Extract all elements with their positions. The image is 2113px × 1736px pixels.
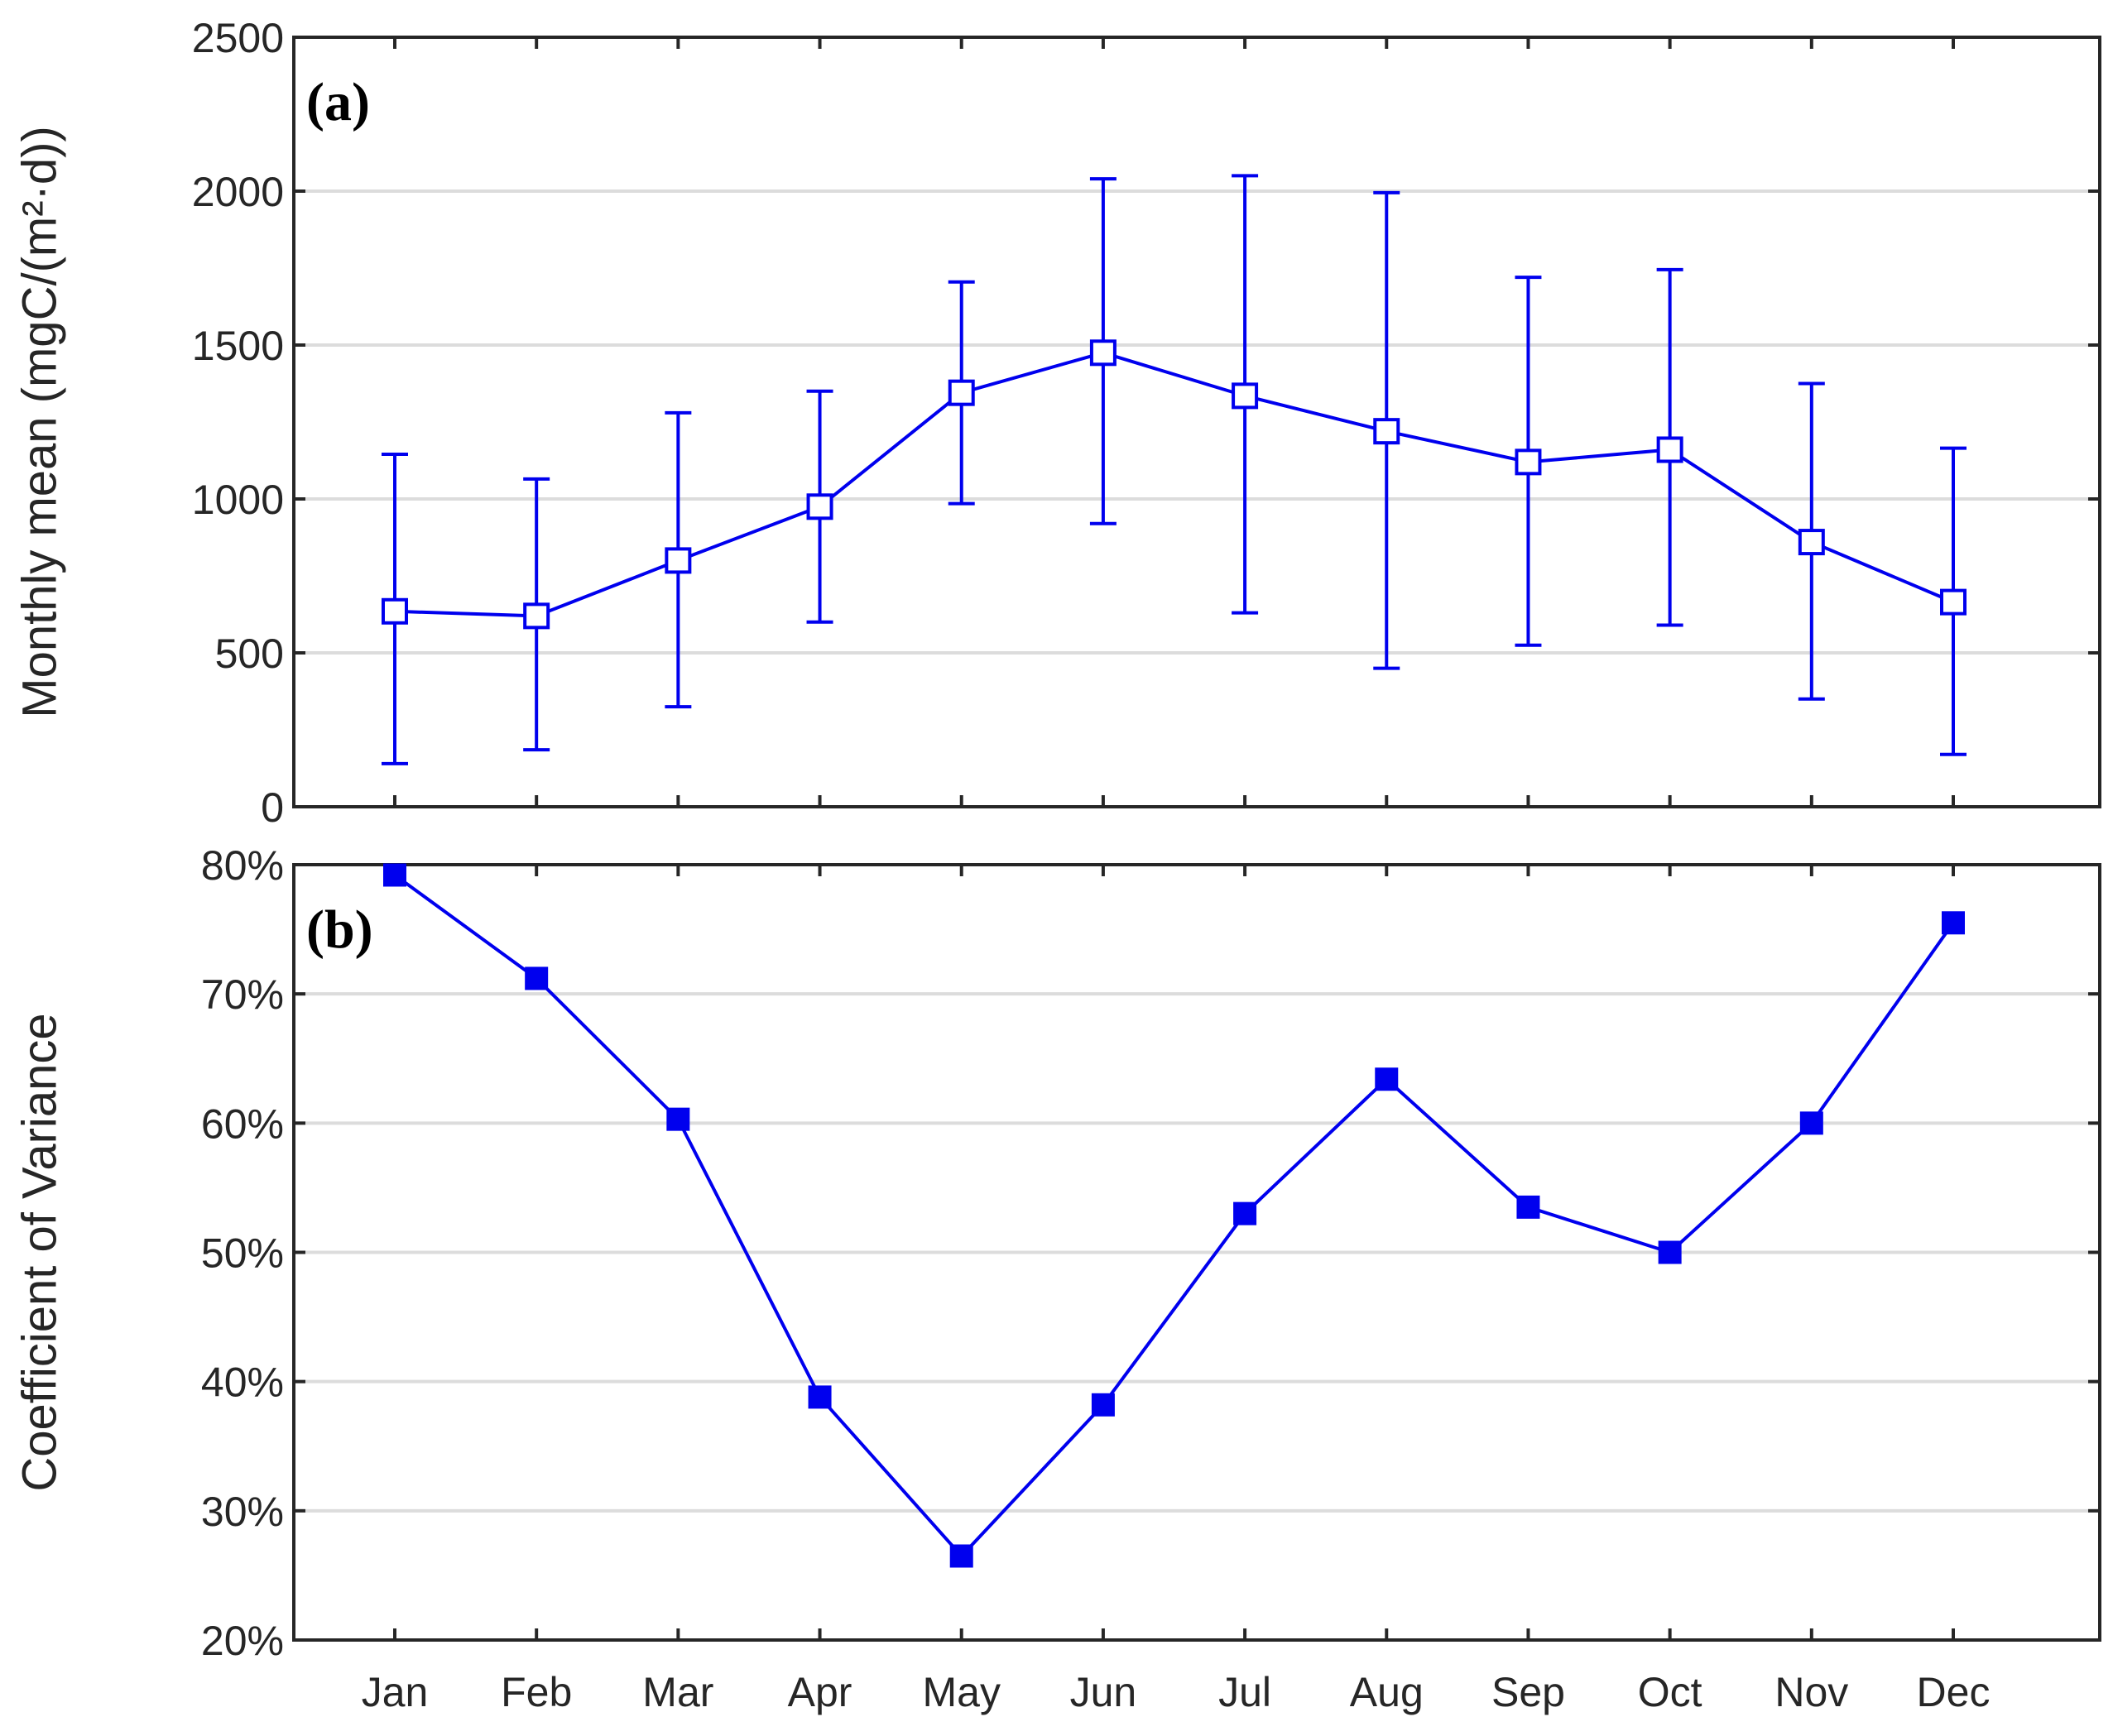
data-point [808, 1385, 832, 1409]
plot-frame [292, 36, 2101, 808]
panel-a: 0 500 1000 1500 2000 2500 Monthly mean (mgC/(m… [12, 15, 2101, 831]
data-point [1373, 418, 1400, 445]
y-tick-label: 1000 [192, 477, 284, 523]
x-tick-label: Dec [1917, 1669, 1991, 1715]
data-point [1232, 382, 1259, 410]
y-axis-title: Monthly mean (mgC/(m²·d)) [12, 126, 66, 717]
x-tick-label: Nov [1774, 1669, 1848, 1715]
x-tick-label: Jun [1070, 1669, 1137, 1715]
y-tick-label: 40% [201, 1360, 284, 1406]
data-point [1375, 1067, 1399, 1091]
x-tick-label: Mar [642, 1669, 713, 1715]
data-point [666, 1107, 690, 1131]
data-point [949, 1544, 973, 1568]
data-point [1658, 1240, 1682, 1264]
y-tick-label: 1500 [192, 323, 284, 369]
data-point [1656, 436, 1683, 463]
y-tick-label: 2500 [192, 15, 284, 61]
x-tick-label: Oct [1638, 1669, 1702, 1715]
data-point [806, 493, 833, 520]
data-point [523, 602, 550, 630]
panel-b: 20% 30% 40% 50% 60% 70% 80% Jan Feb Mar Apr May Jun J… [12, 842, 2101, 1715]
data-point [1798, 529, 1825, 556]
y-tick-label: 20% [201, 1618, 284, 1664]
data-point [1515, 448, 1542, 476]
y-axis-title: Coefficient of Variance [12, 1013, 66, 1491]
panel-label: (b) [306, 899, 373, 960]
y-tick-label: 50% [201, 1230, 284, 1277]
series-line [393, 873, 1955, 1559]
data-point [1516, 1195, 1540, 1219]
data-point [665, 547, 692, 574]
data-point [383, 863, 406, 887]
data-point [1233, 1201, 1257, 1225]
x-tick-label: Jul [1218, 1669, 1271, 1715]
y-tick-label: 30% [201, 1489, 284, 1535]
x-tick-label: Feb [501, 1669, 572, 1715]
y-tick-label: 70% [201, 971, 284, 1018]
series-line [394, 351, 1954, 618]
data-point [525, 966, 549, 990]
y-tick-label: 80% [201, 842, 284, 889]
x-tick-label: Jan [362, 1669, 429, 1715]
panel-label: (a) [306, 72, 370, 132]
y-tick-label: 500 [215, 631, 284, 677]
data-point [1799, 1111, 1823, 1135]
x-tick-label: Aug [1350, 1669, 1424, 1715]
y-tick-label: 60% [201, 1101, 284, 1147]
x-tick-label: Apr [788, 1669, 852, 1715]
data-point [1942, 911, 1965, 935]
data-point [382, 597, 408, 625]
y-tick-label: 0 [261, 784, 284, 831]
x-tick-label: May [922, 1669, 1000, 1715]
data-point [1091, 1393, 1115, 1417]
data-point [1940, 588, 1967, 616]
data-point [948, 379, 975, 406]
x-tick-label: Sep [1491, 1669, 1565, 1715]
data-point [1089, 339, 1117, 367]
y-tick-label: 2000 [192, 169, 284, 215]
